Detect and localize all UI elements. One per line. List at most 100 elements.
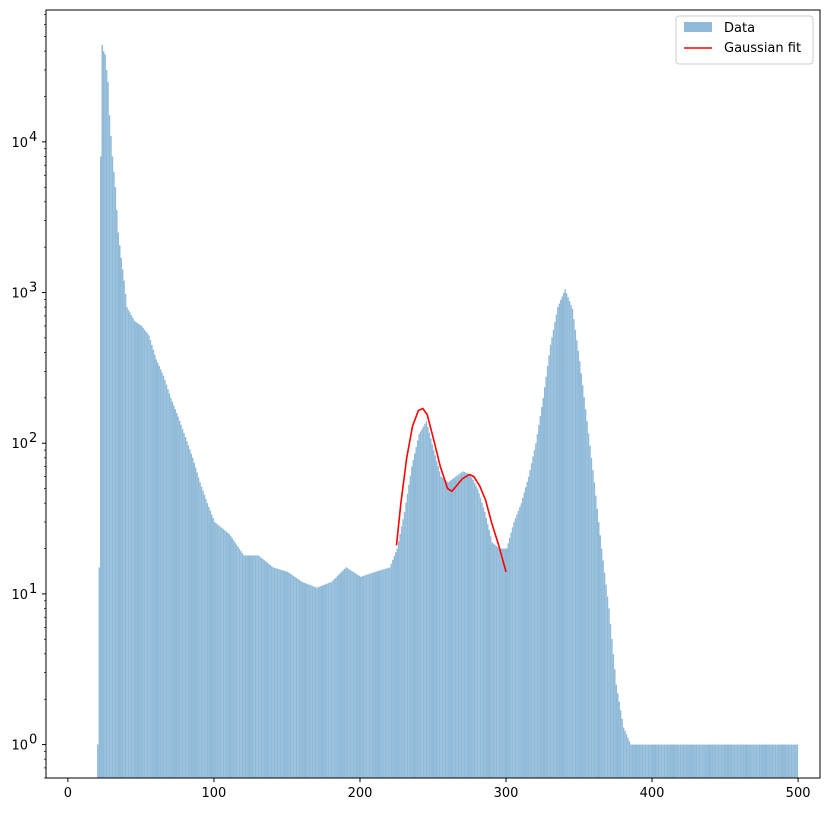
histogram-bar	[415, 447, 417, 778]
histogram-bar	[504, 548, 507, 778]
histogram-bar	[789, 744, 791, 778]
histogram-bar	[567, 297, 569, 778]
histogram-bar	[319, 586, 321, 778]
histogram-bar	[139, 324, 141, 778]
histogram-bar	[343, 568, 346, 778]
histogram-bar	[786, 744, 788, 778]
histogram-bar	[472, 480, 474, 778]
histogram-bar	[390, 563, 393, 778]
histogram-bar	[424, 423, 426, 778]
histogram-bar	[716, 744, 718, 778]
histogram-bar	[211, 514, 213, 778]
histogram-bar	[367, 574, 369, 778]
histogram-bar	[378, 570, 381, 778]
histogram-bar	[692, 744, 695, 778]
histogram-bar	[523, 492, 525, 778]
histogram-bar	[333, 579, 336, 778]
histogram-bar	[691, 744, 693, 778]
histogram-bar	[516, 514, 518, 778]
histogram-bar	[433, 450, 435, 778]
histogram-bar	[320, 585, 323, 778]
histogram-bar	[527, 476, 530, 778]
legend-swatch-data	[684, 22, 712, 32]
histogram-bar	[749, 744, 752, 778]
histogram-bar	[427, 426, 429, 778]
histogram-bar	[194, 467, 197, 778]
histogram-bar	[466, 473, 469, 778]
histogram-bar	[777, 744, 780, 778]
x-axis-ticks: 0 100 200 300 400 500	[64, 778, 811, 801]
histogram-bar	[316, 587, 318, 778]
histogram-bar	[416, 440, 419, 778]
histogram-bar	[281, 570, 283, 778]
histogram-bar	[376, 571, 378, 778]
histogram-bar	[627, 737, 629, 778]
histogram-bar	[465, 472, 467, 778]
x-tick-label: 300	[494, 786, 519, 801]
histogram-bar	[560, 300, 562, 778]
histogram-bar	[744, 744, 746, 778]
histogram-bar	[546, 366, 549, 778]
histogram-bar	[780, 744, 783, 778]
histogram-bar	[434, 455, 436, 778]
histogram-bar	[754, 744, 756, 778]
histogram-bar	[782, 744, 784, 778]
histogram-bar	[767, 744, 769, 778]
histogram-bar	[488, 530, 490, 778]
histogram-bar	[449, 481, 451, 778]
histogram-bar	[787, 744, 790, 778]
legend: Data Gaussian fit	[675, 15, 814, 65]
histogram-bar	[580, 373, 582, 778]
histogram-bar	[707, 744, 710, 778]
histogram-bar	[335, 577, 337, 778]
histogram-bar	[581, 385, 584, 778]
y-tick-exponent: 4	[29, 130, 37, 145]
histogram-bar	[294, 576, 296, 778]
x-tick-label: 0	[64, 786, 72, 801]
histogram-bar	[498, 548, 501, 778]
histogram-bar	[453, 477, 455, 778]
histogram-bar	[142, 327, 144, 778]
histogram-bar	[719, 744, 721, 778]
histogram-bar	[279, 569, 282, 778]
histogram-bar	[431, 444, 433, 778]
histogram-bar	[215, 523, 217, 778]
histogram-bar	[289, 573, 292, 778]
y-tick-exponent: 1	[29, 582, 37, 597]
histogram-bar	[371, 572, 374, 778]
histogram-bar	[510, 532, 512, 778]
histogram-bar	[374, 571, 377, 778]
histogram-bar	[739, 744, 742, 778]
histogram-bar	[722, 744, 724, 778]
histogram-bar	[526, 481, 528, 778]
histogram-bar	[238, 548, 241, 778]
histogram-bar	[380, 570, 382, 778]
histogram-bar	[570, 304, 572, 778]
histogram-bar	[654, 744, 657, 778]
histogram-bar	[184, 436, 187, 778]
histogram-bar	[612, 654, 615, 778]
histogram-bar	[541, 406, 543, 778]
histogram-bar	[599, 535, 601, 778]
y-tick-label: 10	[11, 437, 28, 452]
histogram-bar	[475, 485, 477, 778]
histogram-bar	[564, 289, 566, 778]
histogram-bar	[688, 744, 691, 778]
histogram-bar	[181, 428, 184, 778]
histogram-bar	[682, 744, 685, 778]
histogram-bar	[270, 566, 273, 778]
histogram-bar	[110, 135, 112, 778]
histogram-bar	[586, 421, 588, 778]
histogram-bar	[130, 315, 133, 778]
histogram-bar	[634, 744, 636, 778]
histogram-bar	[584, 409, 587, 778]
histogram-bar	[657, 744, 660, 778]
histogram-bar	[451, 478, 454, 778]
histogram-bar	[105, 69, 108, 778]
histogram-bar	[671, 744, 673, 778]
histogram-bar	[276, 568, 279, 778]
histogram-bar	[473, 482, 476, 778]
histogram-bar	[561, 296, 563, 778]
histogram-bar	[323, 584, 325, 778]
histogram-bar	[383, 569, 385, 778]
